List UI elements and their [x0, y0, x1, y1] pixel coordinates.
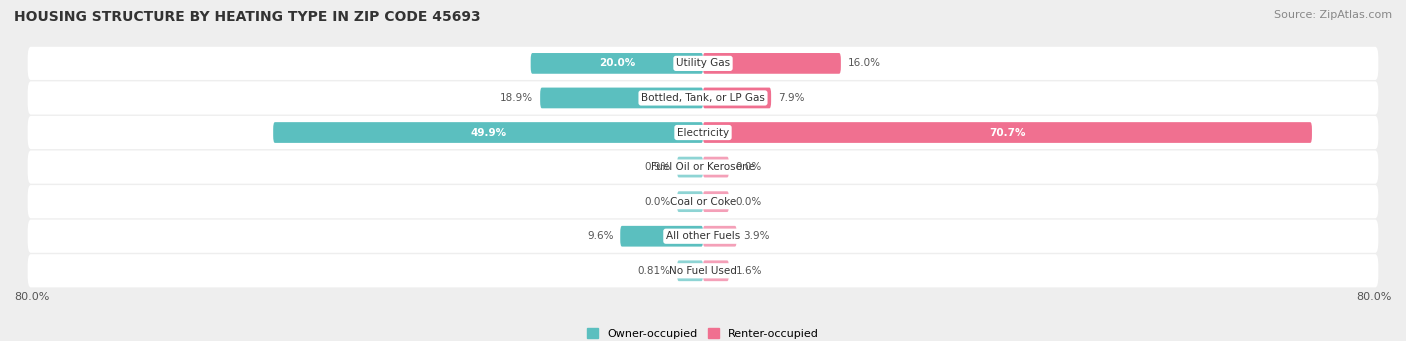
FancyBboxPatch shape: [28, 185, 1378, 218]
Text: HOUSING STRUCTURE BY HEATING TYPE IN ZIP CODE 45693: HOUSING STRUCTURE BY HEATING TYPE IN ZIP…: [14, 10, 481, 24]
Text: 20.0%: 20.0%: [599, 58, 636, 69]
Text: 3.9%: 3.9%: [744, 231, 770, 241]
Legend: Owner-occupied, Renter-occupied: Owner-occupied, Renter-occupied: [582, 324, 824, 341]
Text: 0.0%: 0.0%: [735, 162, 762, 172]
FancyBboxPatch shape: [530, 53, 703, 74]
Text: 9.6%: 9.6%: [586, 231, 613, 241]
Text: 18.9%: 18.9%: [501, 93, 533, 103]
FancyBboxPatch shape: [703, 53, 841, 74]
FancyBboxPatch shape: [273, 122, 703, 143]
FancyBboxPatch shape: [28, 150, 1378, 184]
Text: Bottled, Tank, or LP Gas: Bottled, Tank, or LP Gas: [641, 93, 765, 103]
FancyBboxPatch shape: [678, 191, 703, 212]
Text: 0.0%: 0.0%: [644, 197, 671, 207]
Text: Fuel Oil or Kerosene: Fuel Oil or Kerosene: [651, 162, 755, 172]
FancyBboxPatch shape: [703, 261, 728, 281]
Text: Source: ZipAtlas.com: Source: ZipAtlas.com: [1274, 10, 1392, 20]
Text: Electricity: Electricity: [676, 128, 730, 137]
Text: 49.9%: 49.9%: [470, 128, 506, 137]
FancyBboxPatch shape: [703, 88, 770, 108]
FancyBboxPatch shape: [620, 226, 703, 247]
Text: 1.6%: 1.6%: [735, 266, 762, 276]
FancyBboxPatch shape: [678, 157, 703, 177]
FancyBboxPatch shape: [28, 254, 1378, 287]
FancyBboxPatch shape: [678, 261, 703, 281]
FancyBboxPatch shape: [28, 81, 1378, 115]
Text: 7.9%: 7.9%: [778, 93, 804, 103]
Text: 16.0%: 16.0%: [848, 58, 880, 69]
FancyBboxPatch shape: [703, 122, 1312, 143]
FancyBboxPatch shape: [28, 220, 1378, 253]
Text: 80.0%: 80.0%: [1357, 292, 1392, 301]
FancyBboxPatch shape: [540, 88, 703, 108]
FancyBboxPatch shape: [703, 191, 728, 212]
FancyBboxPatch shape: [703, 157, 728, 177]
Text: 0.9%: 0.9%: [644, 162, 671, 172]
Text: 0.81%: 0.81%: [637, 266, 671, 276]
Text: Coal or Coke: Coal or Coke: [669, 197, 737, 207]
Text: Utility Gas: Utility Gas: [676, 58, 730, 69]
Text: No Fuel Used: No Fuel Used: [669, 266, 737, 276]
Text: 0.0%: 0.0%: [735, 197, 762, 207]
Text: 70.7%: 70.7%: [990, 128, 1025, 137]
FancyBboxPatch shape: [28, 47, 1378, 80]
FancyBboxPatch shape: [28, 116, 1378, 149]
Text: All other Fuels: All other Fuels: [666, 231, 740, 241]
FancyBboxPatch shape: [703, 226, 737, 247]
Text: 80.0%: 80.0%: [14, 292, 49, 301]
